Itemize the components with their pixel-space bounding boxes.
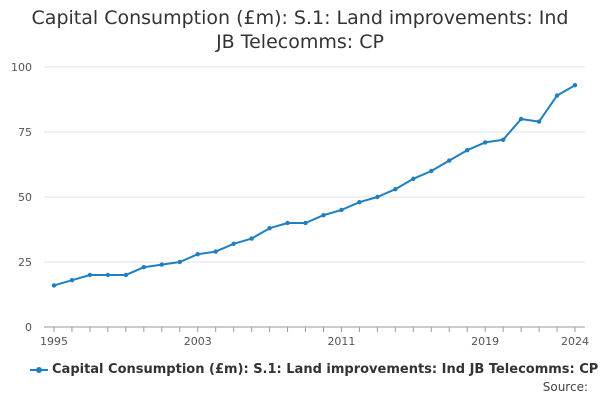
data-point: [141, 265, 147, 270]
data-point: [123, 272, 129, 278]
y-tick-label: 50: [18, 191, 32, 204]
x-axis: 1995 2003 2011 2019 2024: [40, 326, 589, 348]
data-point: [447, 158, 452, 163]
series-layer: [51, 83, 578, 288]
data-point: [536, 119, 542, 124]
data-point: [267, 226, 272, 231]
legend-label: Capital Consumption (£m): S.1: Land impr…: [52, 362, 599, 377]
data-point: [69, 278, 75, 283]
data-point: [159, 262, 164, 267]
legend-swatch: [30, 365, 48, 375]
data-point: [177, 259, 182, 265]
data-point: [87, 272, 93, 278]
data-point: [465, 148, 470, 153]
series-line: [53, 84, 576, 287]
data-point: [554, 93, 560, 98]
data-point: [339, 207, 344, 213]
data-point: [500, 137, 506, 142]
y-tick-label: 75: [18, 126, 32, 139]
data-point: [231, 241, 236, 246]
data-point: [357, 200, 362, 205]
data-point: [51, 283, 57, 288]
data-point: [518, 116, 524, 122]
x-tick-label: 2019: [471, 335, 499, 348]
y-tick-label: 25: [18, 256, 32, 269]
data-point: [393, 187, 398, 192]
data-point: [105, 272, 111, 278]
gridlines: [44, 66, 585, 263]
y-axis: 0 25 50 75 100: [11, 61, 32, 334]
data-point: [249, 236, 254, 241]
data-point: [411, 176, 416, 181]
x-tick-label: 1995: [40, 335, 68, 348]
data-point: [321, 213, 326, 218]
data-point: [303, 220, 308, 226]
legend: Capital Consumption (£m): S.1: Land impr…: [30, 362, 598, 377]
source-label: Source:: [542, 380, 588, 394]
x-tick-label: 2011: [327, 335, 355, 348]
data-point: [482, 140, 488, 145]
x-tick-label: 2024: [561, 335, 589, 348]
data-point: [375, 194, 380, 200]
x-tick-label: 2003: [184, 335, 212, 348]
data-point: [572, 83, 578, 88]
data-point: [285, 220, 290, 226]
data-point: [195, 252, 200, 257]
data-point: [429, 168, 434, 174]
y-tick-label: 0: [25, 321, 32, 334]
chart-title: Capital Consumption (£m): S.1: Land impr…: [31, 7, 569, 53]
data-point: [213, 249, 218, 254]
y-tick-label: 100: [11, 61, 32, 74]
